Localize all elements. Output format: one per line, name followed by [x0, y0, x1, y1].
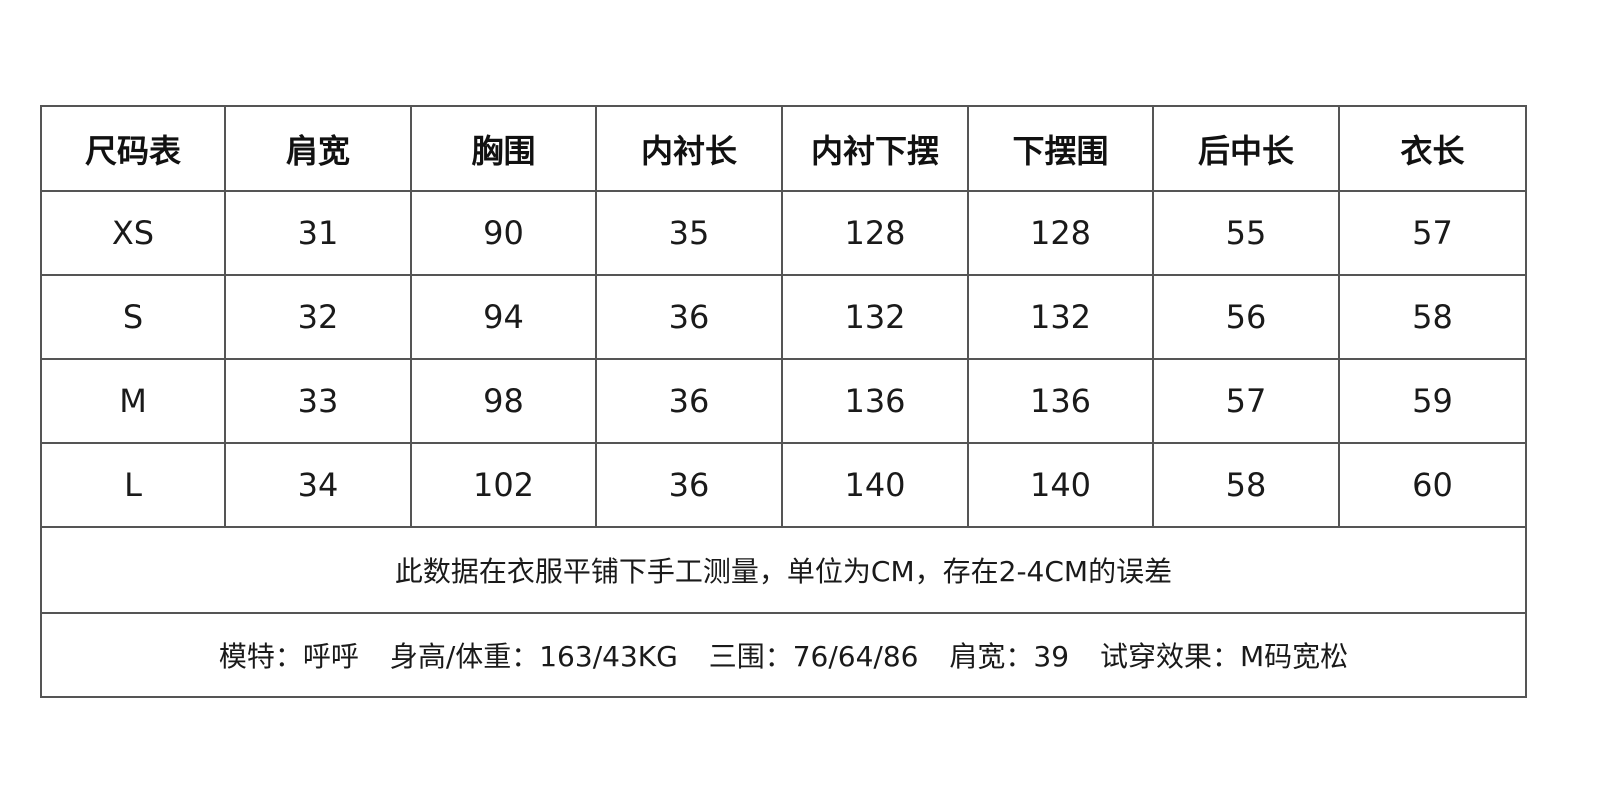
value-cell: 128 — [781, 190, 969, 276]
value-cell: 136 — [781, 358, 969, 444]
model-fit: 试穿效果：M码宽松 — [1099, 640, 1349, 673]
value-cell: 56 — [1152, 274, 1340, 360]
model-info: 模特：呼呼 身高/体重：163/43KG 三围：76/64/86 肩宽：39 试… — [40, 612, 1527, 698]
model-name: 模特：呼呼 — [218, 640, 359, 673]
size-cell: S — [40, 274, 226, 360]
value-cell: 132 — [967, 274, 1154, 360]
value-cell: 59 — [1338, 358, 1527, 444]
value-cell: 140 — [967, 442, 1154, 528]
value-cell: 58 — [1338, 274, 1527, 360]
value-cell: 128 — [967, 190, 1154, 276]
value-cell: 57 — [1338, 190, 1527, 276]
value-cell: 36 — [595, 442, 783, 528]
value-cell: 36 — [595, 358, 783, 444]
header-length: 衣长 — [1338, 105, 1527, 192]
header-row: 尺码表 肩宽 胸围 内衬长 内衬下摆 下摆围 后中长 衣长 — [40, 105, 1527, 192]
value-cell: 33 — [224, 358, 412, 444]
size-cell: L — [40, 442, 226, 528]
header-hem: 下摆围 — [967, 105, 1154, 192]
table-row: L 34 102 36 140 140 58 60 — [40, 442, 1527, 528]
model-height-weight: 身高/体重：163/43KG — [389, 640, 678, 673]
value-cell: 31 — [224, 190, 412, 276]
value-cell: 102 — [410, 442, 597, 528]
value-cell: 90 — [410, 190, 597, 276]
size-cell: M — [40, 358, 226, 444]
header-shoulder: 肩宽 — [224, 105, 412, 192]
size-cell: XS — [40, 190, 226, 276]
value-cell: 35 — [595, 190, 783, 276]
table-row: S 32 94 36 132 132 56 58 — [40, 274, 1527, 360]
header-lining-hem: 内衬下摆 — [781, 105, 969, 192]
value-cell: 98 — [410, 358, 597, 444]
value-cell: 57 — [1152, 358, 1340, 444]
value-cell: 140 — [781, 442, 969, 528]
value-cell: 36 — [595, 274, 783, 360]
measurement-note: 此数据在衣服平铺下手工测量，单位为CM，存在2-4CM的误差 — [40, 526, 1527, 614]
value-cell: 94 — [410, 274, 597, 360]
value-cell: 55 — [1152, 190, 1340, 276]
value-cell: 136 — [967, 358, 1154, 444]
table-row: XS 31 90 35 128 128 55 57 — [40, 190, 1527, 276]
model-row: 模特：呼呼 身高/体重：163/43KG 三围：76/64/86 肩宽：39 试… — [40, 612, 1527, 698]
model-shoulder: 肩宽：39 — [949, 640, 1070, 673]
header-chest: 胸围 — [410, 105, 597, 192]
header-back-length: 后中长 — [1152, 105, 1340, 192]
value-cell: 60 — [1338, 442, 1527, 528]
value-cell: 34 — [224, 442, 412, 528]
header-lining-length: 内衬长 — [595, 105, 783, 192]
size-chart-table: 尺码表 肩宽 胸围 内衬长 内衬下摆 下摆围 后中长 衣长 XS 31 90 35 12… — [40, 105, 1527, 698]
value-cell: 132 — [781, 274, 969, 360]
header-size: 尺码表 — [40, 105, 226, 192]
note-row: 此数据在衣服平铺下手工测量，单位为CM，存在2-4CM的误差 — [40, 526, 1527, 614]
value-cell: 58 — [1152, 442, 1340, 528]
value-cell: 32 — [224, 274, 412, 360]
table-row: M 33 98 36 136 136 57 59 — [40, 358, 1527, 444]
model-measurements: 三围：76/64/86 — [708, 640, 919, 673]
